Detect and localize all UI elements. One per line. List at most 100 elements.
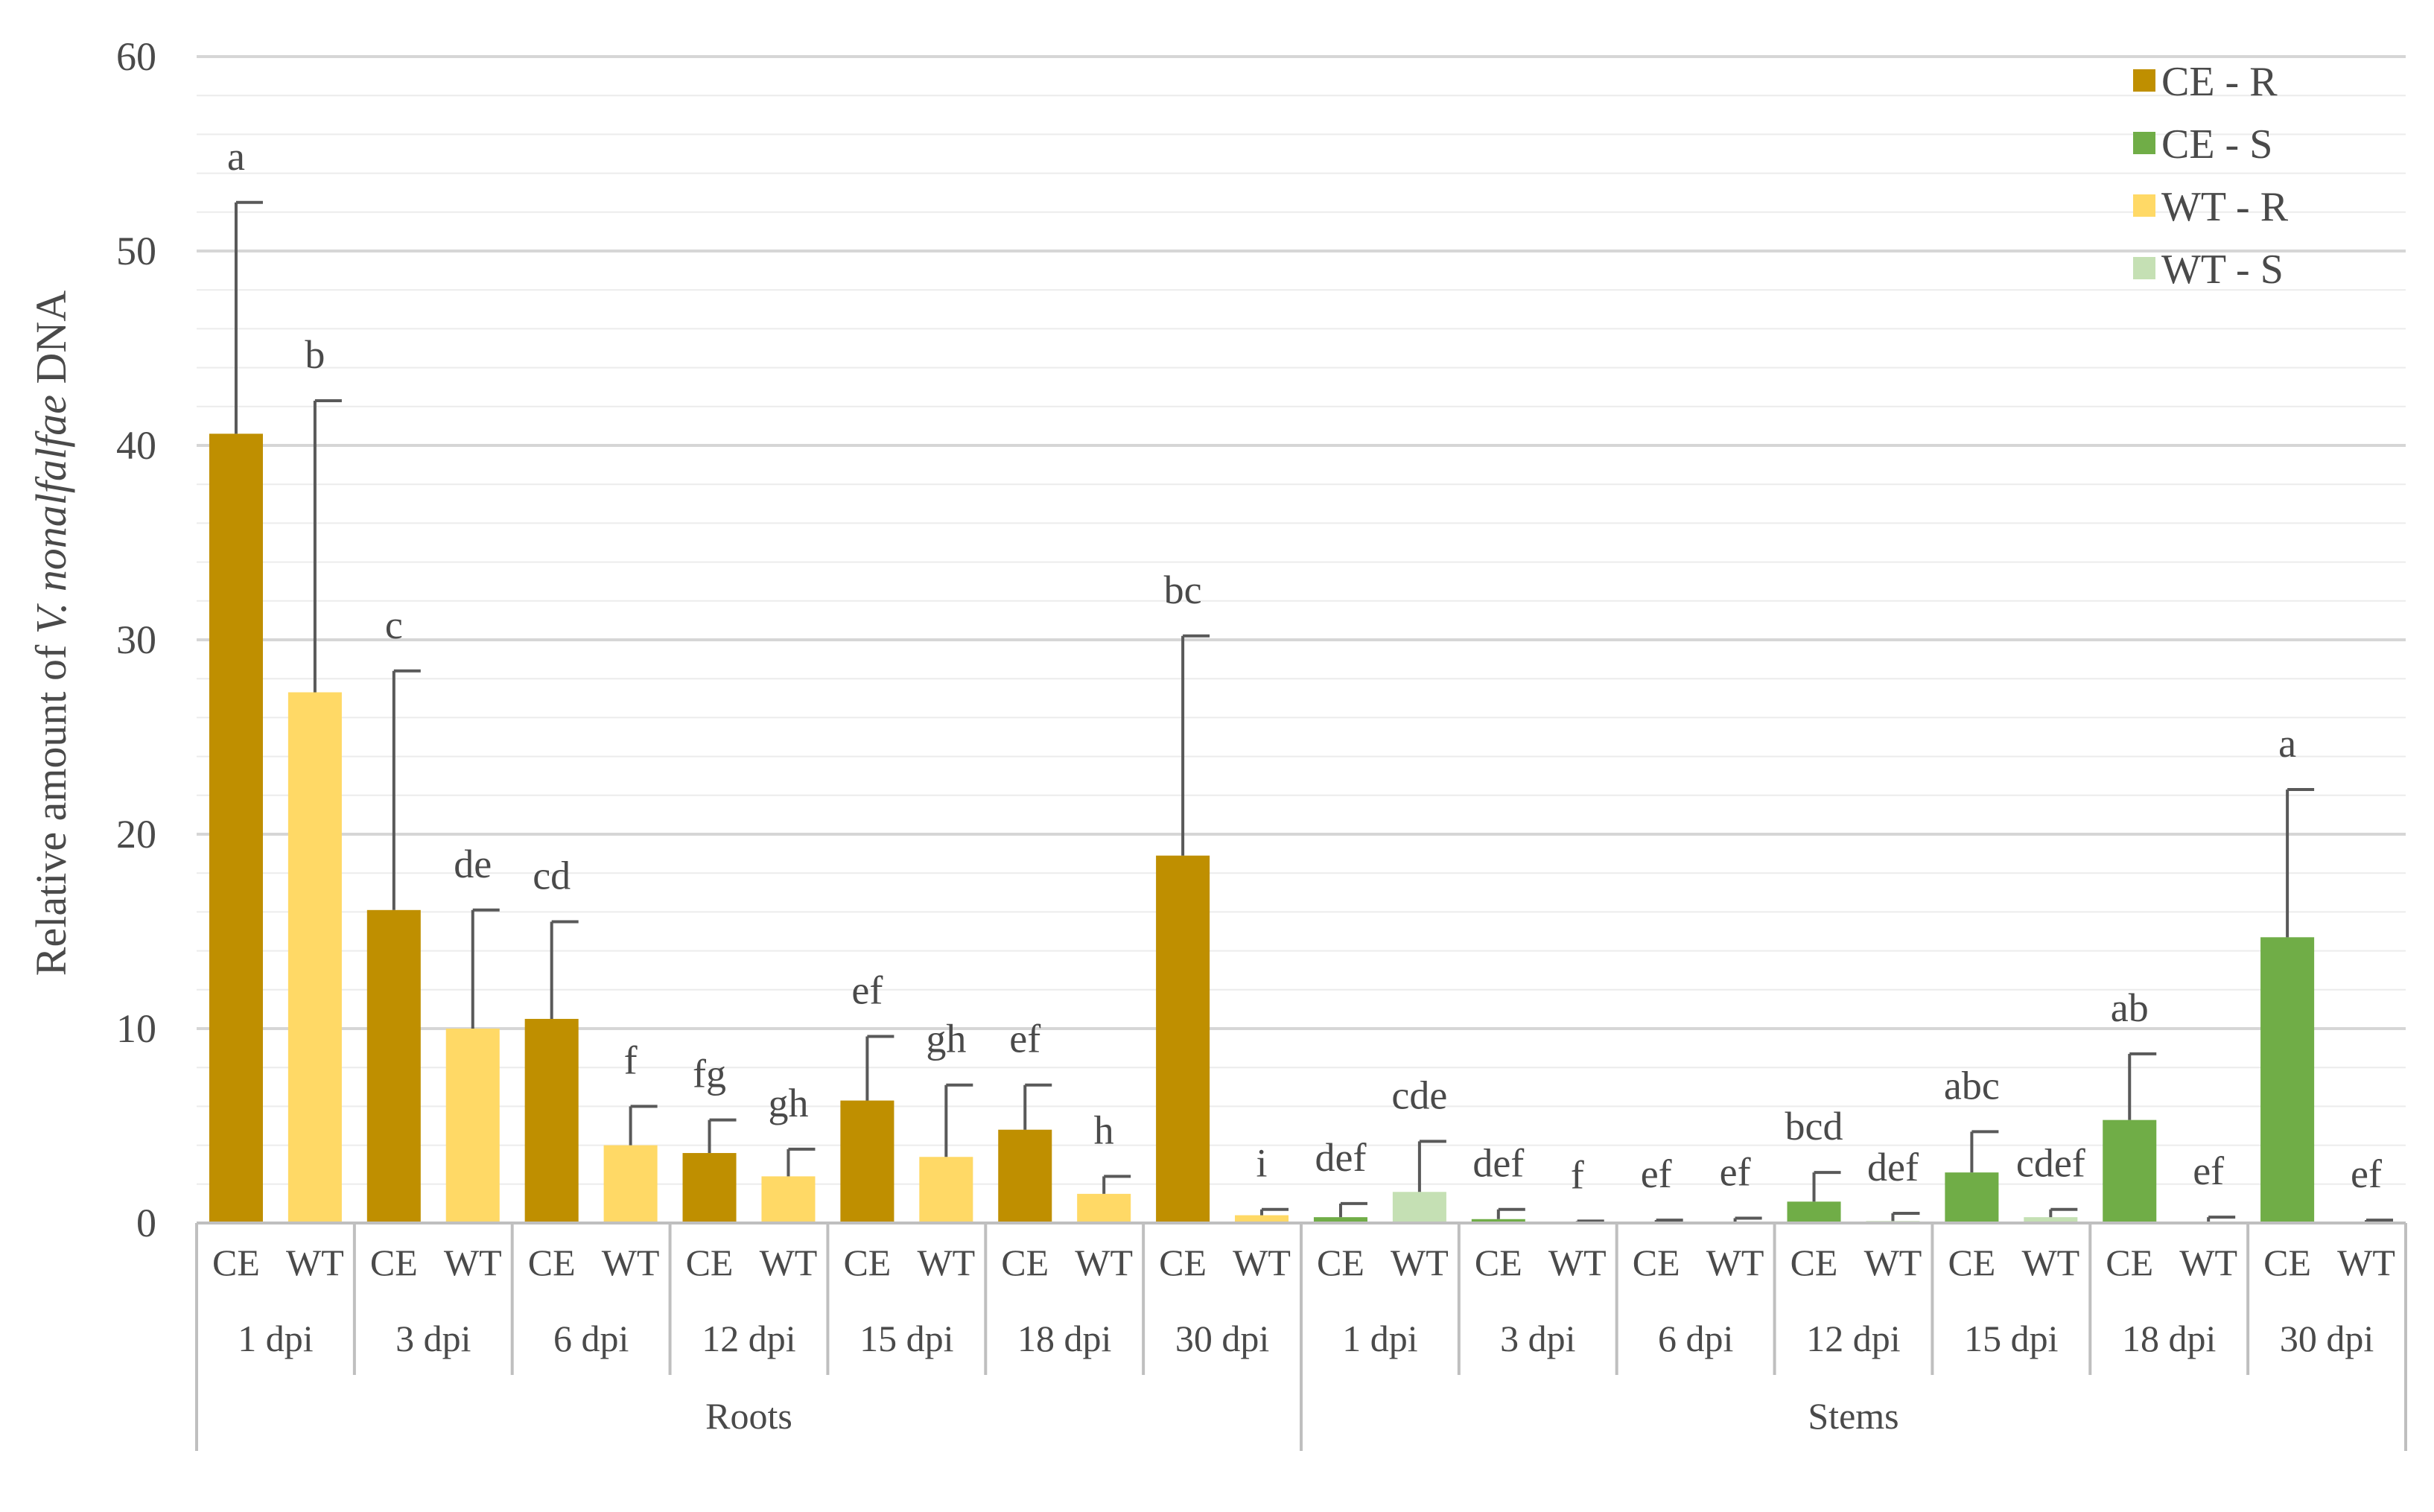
x-tick-label: WT [760,1242,818,1283]
bar-stems-1dpi-ce [1313,1217,1367,1223]
bar-roots-12dpi-wt [761,1176,816,1223]
bar-stems-3dpi-ce [1471,1219,1525,1223]
x-tick-label: WT [2021,1242,2079,1283]
legend-label: CE - R [2161,59,2278,105]
group-label: 18 dpi [1017,1318,1111,1359]
significance-label: ef [1720,1149,1751,1194]
x-tick-label: WT [2179,1242,2237,1283]
y-axis-label: Relative amount of V. nonalfalfae DNA [27,290,75,976]
group-label: 15 dpi [1964,1318,2058,1359]
x-tick-label: CE [686,1242,734,1283]
bar-roots-1dpi-wt [287,692,342,1223]
group-label: 3 dpi [395,1318,471,1359]
y-axis-label-italic: V. nonalfalfae [27,395,75,634]
section-label: Stems [1808,1395,1898,1437]
legend-swatch [2133,132,2155,154]
group-label: 30 dpi [1175,1318,1269,1359]
section-label: Roots [705,1395,792,1437]
x-tick-label: WT [2337,1242,2395,1283]
x-tick-label: CE [1001,1242,1049,1283]
group-label: 30 dpi [2280,1318,2374,1359]
bar-roots-3dpi-ce [366,909,421,1223]
group-label: 6 dpi [553,1318,629,1359]
group-label: 12 dpi [1806,1318,1900,1359]
y-tick-label: 0 [136,1201,156,1245]
legend-label: CE - S [2161,121,2272,168]
bar-roots-18dpi-wt [1077,1193,1131,1223]
group-label: 1 dpi [1342,1318,1417,1359]
significance-label: abc [1944,1063,2000,1108]
significance-label: c [385,603,403,647]
x-tick-label: WT [286,1242,344,1283]
significance-label: h [1094,1108,1114,1152]
significance-label: a [227,134,245,179]
significance-label: gh [926,1017,966,1061]
group-label: 1 dpi [238,1318,313,1359]
x-tick-label: CE [528,1242,576,1283]
x-tick-label: WT [1233,1242,1291,1283]
y-axis-label-prefix: Relative amount of [27,634,75,976]
significance-label: ab [2111,985,2149,1030]
x-tick-label: WT [917,1242,975,1283]
bar-stems-30dpi-ce [2260,937,2315,1223]
bar-roots-30dpi-ce [1156,855,1210,1223]
significance-label: f [1571,1152,1584,1197]
significance-label: def [1867,1145,1919,1189]
x-tick-label: CE [2263,1242,2311,1283]
y-axis-label-suffix: DNA [27,290,75,395]
significance-label: f [624,1038,638,1082]
error-bars [234,200,2394,1223]
y-tick-label: 20 [116,812,156,857]
significance-label: gh [768,1081,808,1125]
group-label: 3 dpi [1500,1318,1575,1359]
significance-label: a [2278,721,2296,766]
bar-roots-15dpi-wt [919,1157,973,1223]
x-tick-label: WT [1391,1242,1449,1283]
group-label: 18 dpi [2122,1318,2216,1359]
x-tick-label: CE [1633,1242,1680,1283]
x-tick-label: CE [2106,1242,2153,1283]
significance-label: bcd [1785,1104,1843,1149]
x-tick-label: CE [212,1242,260,1283]
significance-label: de [454,842,492,886]
y-tick-label: 50 [116,229,156,273]
x-tick-label: CE [370,1242,418,1283]
x-tick-label: CE [1948,1242,1995,1283]
x-tick-label: CE [843,1242,891,1283]
legend-swatch [2133,257,2155,279]
group-label: 6 dpi [1658,1318,1733,1359]
bar-roots-18dpi-ce [998,1129,1052,1223]
bar-roots-6dpi-ce [524,1018,579,1223]
significance-label: ef [2351,1152,2382,1196]
significance-label: ef [1641,1152,1672,1196]
significance-label: ef [851,968,883,1012]
legend: CE - R CE - S WT - R WT - S [2133,59,2289,293]
bar-stems-18dpi-ce [2103,1119,2157,1223]
axes: 0 10 20 30 40 50 60 CE WT 1 dpi CE WT 3 dpi CE WT 6 dpi… [116,34,2407,1451]
x-tick-label: WT [1706,1242,1764,1283]
bar-roots-30dpi-wt [1235,1215,1289,1223]
bar-stems-1dpi-wt [1392,1192,1446,1223]
significance-label: def [1472,1141,1524,1186]
legend-label: WT - S [2161,247,2284,293]
significance-label: ef [2193,1149,2224,1193]
x-tick-label: WT [1548,1242,1607,1283]
legend-label: WT - R [2161,184,2289,230]
x-tick-label: CE [1317,1242,1364,1283]
bar-roots-12dpi-ce [682,1153,737,1223]
x-tick-label: WT [1864,1242,1922,1283]
x-tick-label: CE [1159,1242,1207,1283]
bar-stems-12dpi-ce [1787,1201,1841,1223]
significance-label: bc [1164,568,1202,612]
bar-roots-6dpi-wt [603,1145,658,1223]
x-tick-label: WT [444,1242,502,1283]
y-tick-label: 10 [116,1006,156,1051]
x-tick-label: WT [602,1242,660,1283]
significance-label: i [1256,1141,1268,1186]
significance-label: def [1315,1135,1366,1180]
significance-label: cd [533,853,571,898]
significance-label: b [305,332,325,377]
